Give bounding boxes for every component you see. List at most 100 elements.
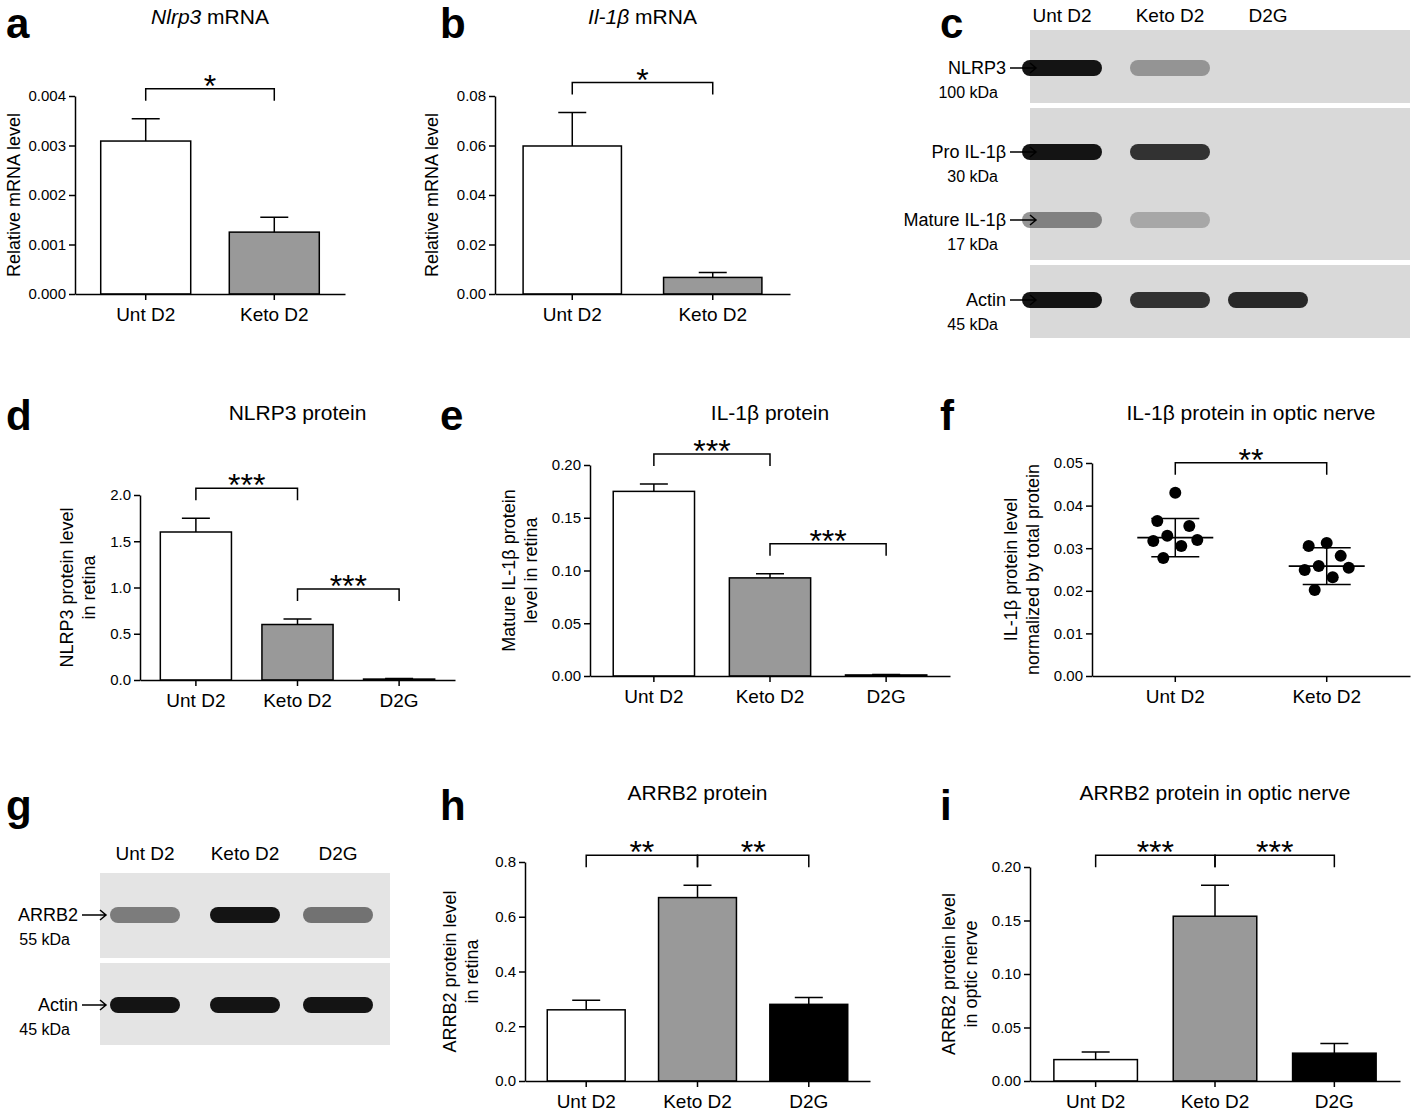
lane-label: Unt D2 [1032, 5, 1091, 26]
y-tick: 0.8 [495, 853, 525, 870]
significance-label: * [636, 62, 648, 98]
y-tick: 0.2 [495, 1018, 525, 1035]
y-tick: 0.20 [992, 858, 1030, 875]
y-axis: 0.00.20.40.60.8 [495, 853, 525, 1089]
data-point [1175, 540, 1187, 552]
error-bar [558, 113, 586, 146]
x-tick-mark [1175, 676, 1177, 682]
y-tick-label: 0.6 [495, 908, 516, 925]
y-tick-mark [519, 862, 525, 864]
error-bar [260, 217, 288, 232]
plot-area [613, 484, 927, 676]
y-tick-label: 2.0 [110, 486, 131, 503]
y-tick-label: 0.05 [552, 615, 581, 632]
chart-title: ARRB2 protein in optic nerve [1080, 781, 1351, 804]
x-axis: Unt D2 Keto D2 [76, 294, 346, 325]
x-tick-label: Unt D2 [557, 1091, 616, 1112]
y-tick-label: 0.000 [28, 285, 66, 302]
figure: aNlrp3 mRNARelative mRNA level0.0000.001… [0, 0, 1418, 1114]
y-axis-title: in optic nerve [961, 920, 981, 1027]
y-tick-mark [1086, 633, 1092, 635]
x-tick: Unt D2 [1066, 1081, 1125, 1112]
y-tick-label: 0.8 [495, 853, 516, 870]
y-tick-mark [1086, 548, 1092, 550]
y-tick-mark [489, 145, 495, 147]
x-tick: Keto D2 [1292, 676, 1361, 707]
y-tick: 0.15 [992, 912, 1030, 929]
band-size: 30 kDa [947, 168, 998, 185]
plot-area [1054, 885, 1376, 1081]
y-tick: 0.02 [457, 236, 495, 253]
y-axis-title: NLRP3 protein level [57, 507, 77, 667]
panel-letter: e [440, 392, 463, 439]
y-axis: 0.0000.0010.0020.0030.004 [28, 87, 75, 302]
blot-band [1228, 212, 1308, 228]
title-part: Nlrp3 [151, 5, 202, 28]
data-point [1191, 534, 1203, 546]
x-tick-label: Keto D2 [263, 690, 332, 711]
x-tick-mark [1095, 1081, 1097, 1087]
data-point [1303, 540, 1315, 552]
x-axis: Unt D2Keto D2D2G [1031, 1081, 1401, 1112]
bar [229, 232, 319, 294]
y-tick-mark [134, 634, 140, 636]
chart-title: IL-1β protein in optic nerve [1126, 401, 1375, 424]
band-size: 45 kDa [19, 1021, 70, 1038]
x-tick-label: D2G [380, 690, 419, 711]
panel-letter: h [440, 782, 466, 829]
blot-band [1228, 60, 1308, 76]
y-tick: 0.20 [552, 456, 590, 473]
y-axis-title: in retina [79, 554, 99, 619]
blot-band [1130, 144, 1210, 160]
y-tick-label: 0.15 [552, 509, 581, 526]
x-tick-label: Keto D2 [678, 304, 747, 325]
error-bar [1201, 885, 1229, 916]
y-tick-label: 0.05 [1054, 454, 1083, 471]
y-tick-label: 0.2 [495, 1018, 516, 1035]
error-bar [872, 674, 900, 676]
x-tick: D2G [789, 1081, 828, 1112]
band-label: ARRB2 [18, 905, 78, 925]
title-part: Il-1β [588, 5, 629, 28]
significance-label: *** [809, 523, 846, 559]
x-tick-label: Keto D2 [240, 304, 309, 325]
blot-membrane [1030, 108, 1410, 260]
y-tick-label: 0.003 [28, 137, 66, 154]
blot-band [1228, 144, 1308, 160]
x-axis: Unt D2Keto D2 [1093, 676, 1411, 707]
y-tick-label: 0.04 [457, 186, 486, 203]
y-axis-title: Relative mRNA level [4, 113, 24, 277]
band-size: 55 kDa [19, 931, 70, 948]
blot-band [110, 907, 180, 923]
y-tick: 0.03 [1054, 540, 1092, 557]
panel-letter: i [940, 782, 952, 829]
x-tick-label: Unt D2 [543, 304, 602, 325]
x-tick-mark [808, 1081, 810, 1087]
bar [729, 578, 810, 676]
x-tick-mark [398, 680, 400, 686]
panel-letter: a [6, 0, 30, 47]
band-label: Actin [38, 995, 78, 1015]
bar [364, 678, 435, 680]
bar [1293, 1053, 1377, 1081]
band-arrow [1010, 63, 1036, 73]
x-tick-mark [653, 676, 655, 682]
y-axis-title: in retina [462, 938, 482, 1003]
y-tick-mark [1086, 505, 1092, 507]
y-tick: 0.10 [552, 562, 590, 579]
error-bar [385, 678, 413, 680]
error-bar [132, 119, 160, 141]
x-tick: Unt D2 [543, 294, 602, 325]
blot-band [303, 907, 373, 923]
x-tick-label: Unt D2 [116, 304, 175, 325]
band-label: Actin [966, 290, 1006, 310]
y-tick-mark [584, 623, 590, 625]
x-axis-line [1093, 676, 1411, 678]
significance-label: ** [1239, 442, 1264, 478]
x-tick: Unt D2 [166, 680, 225, 711]
band-size: 45 kDa [947, 316, 998, 333]
x-tick: Keto D2 [663, 1081, 732, 1112]
y-tick-mark [1086, 591, 1092, 593]
y-tick-label: 1.5 [110, 533, 131, 550]
error-bar [1320, 1044, 1348, 1054]
